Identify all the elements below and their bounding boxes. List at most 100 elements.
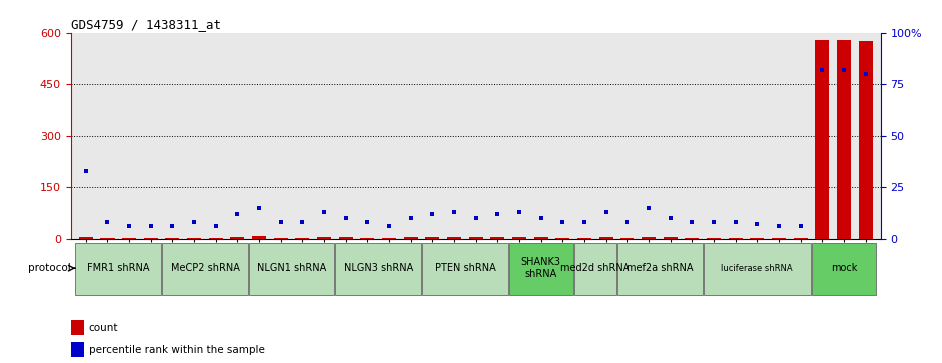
Point — [100, 219, 115, 225]
Bar — [836, 40, 851, 239]
Bar — [858, 41, 872, 239]
Point — [143, 224, 158, 229]
Point — [771, 224, 787, 229]
Bar — [663, 237, 677, 239]
Point — [533, 215, 548, 221]
FancyBboxPatch shape — [574, 243, 616, 295]
Text: mef2a shRNA: mef2a shRNA — [626, 263, 693, 273]
Text: count: count — [89, 323, 119, 333]
Point — [490, 211, 505, 217]
Point — [230, 211, 245, 217]
Bar — [71, 320, 84, 335]
Text: NLGN3 shRNA: NLGN3 shRNA — [344, 263, 413, 273]
Point — [425, 211, 440, 217]
Bar — [71, 342, 84, 357]
Bar — [296, 238, 310, 239]
FancyBboxPatch shape — [422, 243, 508, 295]
Bar — [620, 238, 634, 239]
Point — [555, 219, 570, 225]
Bar — [231, 237, 245, 239]
Point — [836, 67, 852, 73]
Bar — [728, 238, 742, 239]
Point — [360, 219, 375, 225]
Bar — [79, 237, 93, 239]
Bar — [706, 238, 721, 239]
Bar — [771, 238, 786, 239]
Bar — [317, 237, 332, 239]
Point — [728, 219, 743, 225]
Point — [403, 215, 418, 221]
Text: FMR1 shRNA: FMR1 shRNA — [87, 263, 150, 273]
Text: SHANK3
shRNA: SHANK3 shRNA — [521, 257, 560, 279]
Point — [577, 219, 592, 225]
Bar — [750, 238, 764, 239]
Point — [642, 205, 657, 211]
Point — [793, 224, 808, 229]
FancyBboxPatch shape — [335, 243, 421, 295]
FancyBboxPatch shape — [812, 243, 876, 295]
Bar — [491, 237, 504, 239]
FancyBboxPatch shape — [249, 243, 334, 295]
Bar — [209, 238, 223, 239]
Bar — [144, 238, 158, 239]
Point — [252, 205, 267, 211]
Point — [706, 219, 722, 225]
Bar — [577, 238, 591, 239]
Text: NLGN1 shRNA: NLGN1 shRNA — [257, 263, 326, 273]
Text: protocol: protocol — [28, 263, 71, 273]
Bar — [339, 237, 353, 239]
Bar — [556, 238, 569, 239]
Point — [382, 224, 397, 229]
Point — [512, 209, 527, 215]
Bar — [166, 238, 180, 239]
Point — [208, 224, 223, 229]
Bar — [187, 238, 202, 239]
FancyBboxPatch shape — [617, 243, 703, 295]
Point — [338, 215, 353, 221]
Point — [165, 224, 180, 229]
Point — [663, 215, 678, 221]
Text: luciferase shRNA: luciferase shRNA — [722, 264, 793, 273]
FancyBboxPatch shape — [509, 243, 573, 295]
Text: MeCP2 shRNA: MeCP2 shRNA — [171, 263, 239, 273]
Point — [750, 221, 765, 227]
Bar — [685, 238, 699, 239]
Bar — [815, 40, 829, 239]
Bar — [361, 238, 374, 239]
Bar — [252, 236, 267, 239]
Bar — [382, 238, 396, 239]
FancyBboxPatch shape — [162, 243, 248, 295]
Point — [620, 219, 635, 225]
Point — [447, 209, 462, 215]
Point — [187, 219, 202, 225]
Point — [317, 209, 332, 215]
Bar — [274, 238, 288, 239]
Bar — [512, 237, 526, 239]
Point — [685, 219, 700, 225]
Bar — [101, 238, 115, 239]
Bar — [447, 237, 461, 239]
Point — [78, 168, 93, 174]
Bar — [598, 237, 612, 239]
Bar — [404, 237, 417, 239]
Bar — [793, 238, 807, 239]
Bar — [122, 238, 137, 239]
Text: med2d shRNA: med2d shRNA — [560, 263, 629, 273]
Point — [122, 224, 137, 229]
Point — [295, 219, 310, 225]
Text: percentile rank within the sample: percentile rank within the sample — [89, 345, 265, 355]
Text: mock: mock — [831, 263, 857, 273]
Bar — [426, 237, 439, 239]
Text: PTEN shRNA: PTEN shRNA — [434, 263, 495, 273]
FancyBboxPatch shape — [75, 243, 161, 295]
Point — [468, 215, 483, 221]
Bar — [469, 237, 482, 239]
Point — [858, 71, 873, 77]
Point — [273, 219, 288, 225]
Point — [815, 67, 830, 73]
Bar — [534, 237, 547, 239]
FancyBboxPatch shape — [704, 243, 811, 295]
Point — [598, 209, 613, 215]
Bar — [642, 237, 656, 239]
Text: GDS4759 / 1438311_at: GDS4759 / 1438311_at — [71, 19, 220, 32]
